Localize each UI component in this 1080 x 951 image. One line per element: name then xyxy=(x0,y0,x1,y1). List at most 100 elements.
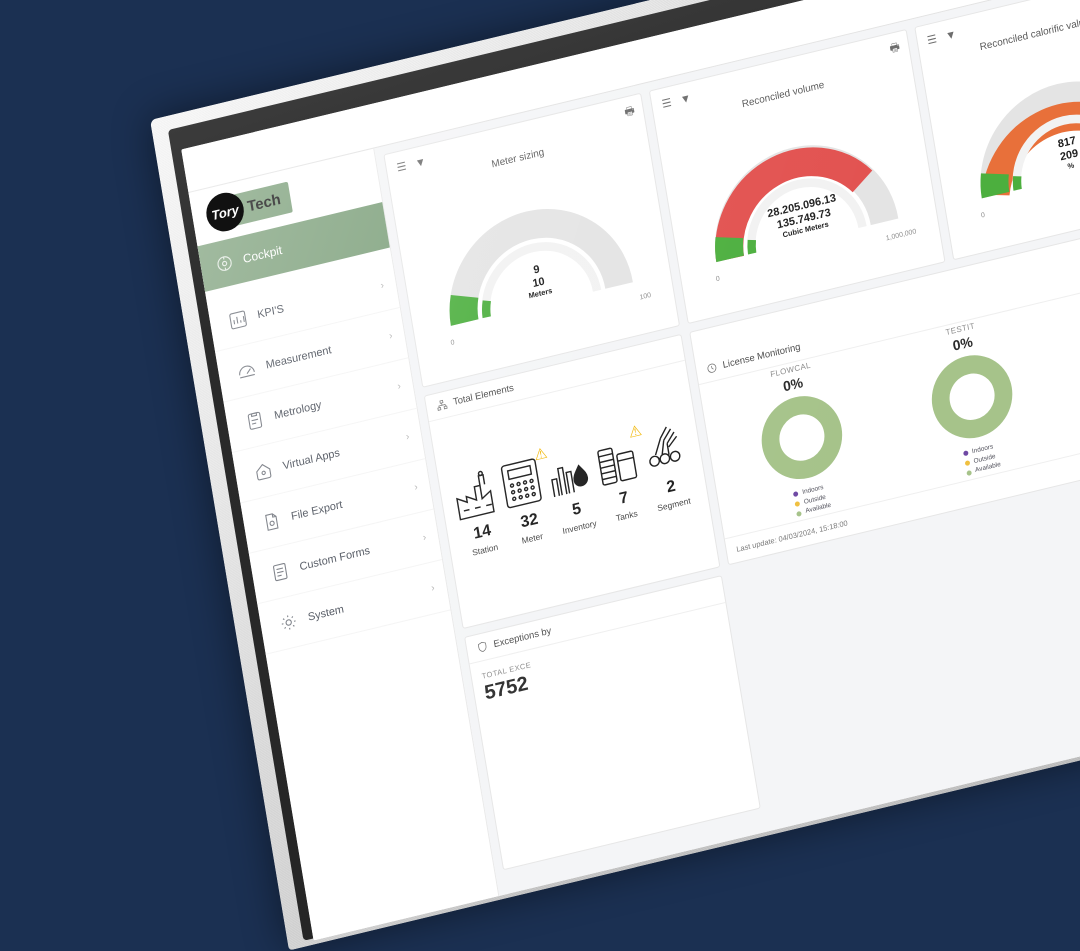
sidebar-item-metrology[interactable]: Metrology › xyxy=(223,358,417,454)
measurement-icon xyxy=(239,365,255,379)
kpis-icon xyxy=(229,310,247,330)
card-header: Total Elements xyxy=(424,335,685,423)
card-total-elements: Total Elements 14 xyxy=(423,333,721,630)
legend-swatch xyxy=(962,450,969,457)
sidebar-nav: KPI'S › Measurement › xyxy=(205,248,451,655)
chevron-right-icon: › xyxy=(421,531,428,544)
sidebar-item-label: Cockpit xyxy=(241,242,284,267)
legend-swatch xyxy=(796,510,803,517)
custom-forms-icon xyxy=(273,563,288,582)
sidebar-item-measurement[interactable]: Measurement › xyxy=(215,307,409,403)
virtual-apps-icon xyxy=(256,463,272,481)
gauge-reconciled-volume: 28.205.096.13 135.749.73 Cubic Meters 0 … xyxy=(699,123,917,283)
element-tanks[interactable]: ⚠ 7 Tanks xyxy=(591,422,650,526)
element-count: 2 xyxy=(665,477,677,497)
license-flowcal: FLOWCAL 0% Indoors Outside Available xyxy=(749,355,856,524)
list-icon[interactable]: ☰ xyxy=(395,160,408,175)
print-icon[interactable]: 🖶 xyxy=(623,104,636,119)
sidebar-item-system[interactable]: System › xyxy=(257,559,451,655)
sidebar-item-virtual-apps[interactable]: Virtual Apps › xyxy=(232,408,426,504)
card-body: 14 Station xyxy=(429,361,719,628)
cockpit-icon xyxy=(217,256,232,271)
gauge-max-label: 1,000,000 xyxy=(885,228,917,243)
legend: Indoors Outside Available xyxy=(793,482,832,519)
gauge-min-label: 0 xyxy=(715,275,721,284)
factory-icon xyxy=(449,464,502,526)
card-reconciled-calorific-value: ☰ ▼ 🖶 Reconciled calorific value (Gas) xyxy=(913,0,1080,261)
hierarchy-icon xyxy=(437,399,448,411)
screen: COSMOS® 👤 COSMOS_TESTT 👤 COSMOS 📅 June, … xyxy=(181,0,1080,941)
element-station[interactable]: 14 Station xyxy=(449,464,508,560)
sidebar-item-label: System xyxy=(307,603,345,624)
filter-icon[interactable]: ▼ xyxy=(679,91,692,107)
print-icon[interactable]: 🖶 xyxy=(888,40,901,56)
element-label: Inventory xyxy=(561,517,598,536)
legend-swatch xyxy=(966,469,972,476)
license-testit: TESTIT 0% Indoors Outside Available xyxy=(919,315,1026,484)
gauge-meter-sizing: 9 10 Meters 0 100 xyxy=(434,186,652,347)
sidebar-item-kpis[interactable]: KPI'S › xyxy=(206,257,400,353)
element-count: 7 xyxy=(618,488,630,508)
filter-icon[interactable]: ▼ xyxy=(414,155,427,170)
metrology-icon xyxy=(247,411,263,430)
donut-chart xyxy=(761,396,843,479)
sidebar-item-custom-forms[interactable]: Custom Forms › xyxy=(248,509,443,605)
card-body: 28.205.096.13 135.749.73 Cubic Meters 0 … xyxy=(656,70,944,323)
gauge-min-label: 0 xyxy=(450,339,456,347)
legend: Indoors Outside Available xyxy=(962,441,1002,478)
element-segment[interactable]: 2 Segment xyxy=(638,419,697,515)
segment-icon xyxy=(638,419,691,481)
system-icon xyxy=(281,615,296,630)
file-export-icon xyxy=(265,513,279,531)
element-count: 5 xyxy=(570,500,583,520)
card-reconciled-volume: ☰ ▼ 🖶 Reconciled volume xyxy=(648,29,946,325)
card-body: 9 10 Meters 0 100 xyxy=(391,133,679,386)
element-inventory[interactable]: 5 Inventory xyxy=(544,442,603,538)
chevron-right-icon: › xyxy=(379,279,385,292)
sidebar-item-label: Metrology xyxy=(273,398,323,423)
element-label: Tanks xyxy=(615,508,639,524)
inventory-icon xyxy=(544,442,597,504)
license-donuts: FLOWCAL 0% Indoors Outside Available xyxy=(699,262,1080,537)
element-label: Segment xyxy=(656,495,692,514)
card-body: 817 209 % 0 1,000 xyxy=(922,6,1080,259)
sidebar-item-label: Custom Forms xyxy=(298,544,371,574)
meter-icon: ⚠ xyxy=(497,445,550,515)
card-header: License Monitoring xyxy=(694,234,1080,386)
gauge-reconciled-calorific: 817 209 % 0 1,000 xyxy=(964,59,1080,220)
tank-icon: ⚠ xyxy=(591,422,644,492)
sidebar-item-label: Virtual Apps xyxy=(281,446,341,473)
dashboard-grid: ☰ ▼ 🖶 Meter sizing xyxy=(374,0,1080,896)
donut-chart xyxy=(931,355,1012,439)
license-pct: 0% xyxy=(781,373,805,395)
chevron-right-icon: › xyxy=(430,582,436,594)
chevron-right-icon: › xyxy=(396,380,402,393)
shield-icon xyxy=(477,642,487,652)
filter-icon[interactable]: ▼ xyxy=(944,28,958,43)
element-label: Meter xyxy=(520,530,544,546)
exceptions-summary: TOTAL EXCE 5752 xyxy=(481,660,536,705)
monitor: COSMOS® 👤 COSMOS_TESTT 👤 COSMOS 📅 June, … xyxy=(150,0,1080,951)
list-icon[interactable]: ☰ xyxy=(661,96,673,111)
list-icon[interactable]: ☰ xyxy=(926,33,938,48)
element-meter[interactable]: ⚠ 32 Meter xyxy=(497,445,556,549)
card-body: FLOWCAL 0% Indoors Outside Available xyxy=(699,260,1080,538)
card-exceptions-by-hierarchy-2: Exceptions by TOTAL EXCE 5752 xyxy=(464,575,761,871)
card-license-monitoring: 🖶 ↻ License Monitoring xyxy=(688,206,1080,566)
card-header: Exceptions by xyxy=(465,576,726,665)
gauge-min-label: 0 xyxy=(980,211,986,220)
legend-swatch xyxy=(793,491,799,498)
sidebar-item-label: KPI'S xyxy=(256,303,285,322)
chevron-right-icon: › xyxy=(388,329,394,342)
sidebar-item-label: File Export xyxy=(290,498,344,523)
legend-swatch xyxy=(794,500,801,507)
element-label: Station xyxy=(471,541,499,558)
elements-row: 14 Station xyxy=(438,412,711,576)
element-count: 32 xyxy=(519,510,540,532)
sidebar-item-file-export[interactable]: File Export › xyxy=(240,459,434,554)
sidebar: Tory Tech Cockpit xyxy=(188,148,500,941)
element-count: 14 xyxy=(472,521,493,543)
chevron-right-icon: › xyxy=(405,430,411,443)
sidebar-item-cockpit[interactable]: Cockpit xyxy=(197,202,390,292)
chevron-right-icon: › xyxy=(413,481,419,493)
